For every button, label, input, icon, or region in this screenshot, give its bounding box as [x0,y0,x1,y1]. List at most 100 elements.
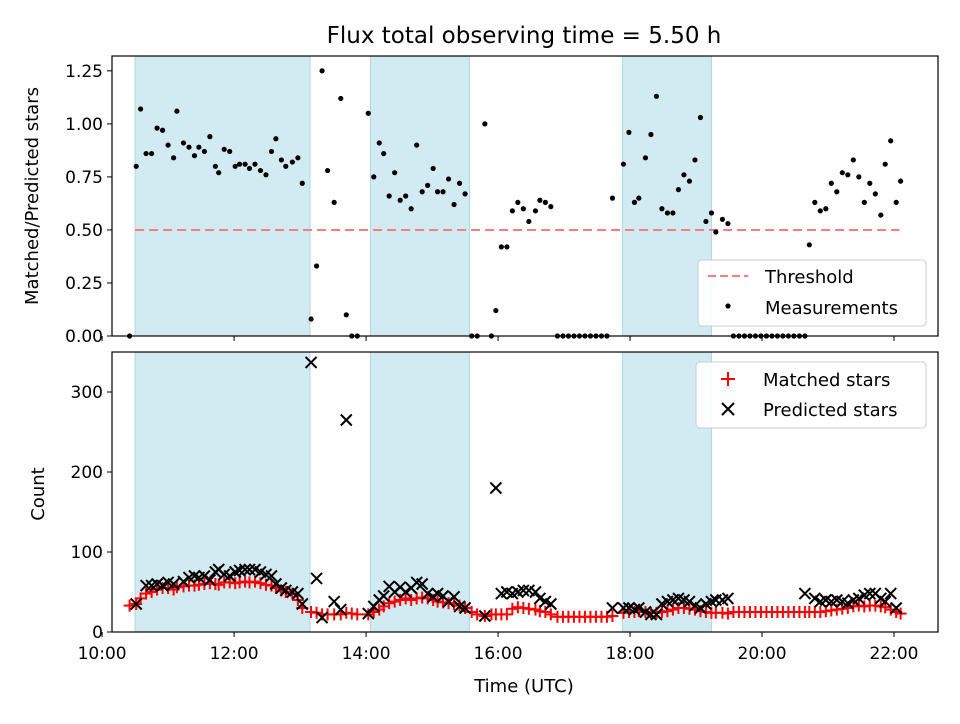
x-tick-label: 14:00 [342,644,391,664]
predicted-star-marker [683,595,696,608]
bottom-y-tick-label: 100 [71,543,103,563]
predicted-star-marker [721,592,735,605]
predicted-star-marker [315,611,329,624]
measurement-point [133,163,139,169]
measurement-point [196,144,202,150]
measurement-point [697,114,704,121]
measurement-point [308,316,314,322]
predicted-star-marker [291,587,305,600]
measurement-point [419,189,425,195]
measurement-point [675,187,682,193]
measurement-point [170,155,177,161]
measurement-point [636,195,642,201]
measurement-point [839,170,845,176]
bottom-legend: Matched stars Predicted stars [695,361,927,429]
measurement-point [371,174,377,180]
measurement-point [692,157,698,163]
predicted-star-marker [529,585,542,599]
measurement-point [386,193,392,199]
measurement-point [713,229,719,235]
measurement-point [653,93,660,99]
measurement-point [319,68,325,74]
measurement-point [338,95,344,102]
measurement-point [148,150,155,157]
measurement-point [642,155,649,161]
measurement-point [537,197,543,203]
measurement-point [434,189,441,195]
measurements-legend-label: Measurements [765,298,898,319]
x-tick-label: 16:00 [474,644,523,664]
matched-legend-marker [721,372,735,386]
measurement-point [236,161,243,167]
predicted-star-marker [544,597,558,611]
measurement-point [154,125,160,131]
measurement-point [872,191,878,197]
measurement-point [246,165,253,172]
predicted-star-marker [340,413,353,427]
predicted-star-marker [517,584,530,597]
x-tick-label: 22:00 [870,644,919,664]
measurement-point [845,172,851,178]
matched-star-marker [506,602,519,615]
measurement-point [403,193,409,199]
measurement-point [542,199,548,205]
bottom-y-tick-label: 300 [71,383,103,403]
measurement-point [498,244,504,250]
top-y-tick-label: 0.50 [65,221,103,241]
measurement-point [191,153,198,159]
predicted-star-marker [644,608,658,621]
predicted-star-marker [223,569,236,583]
matched-star-marker [399,592,412,605]
daylight-shaded-band [369,55,470,337]
x-axis-label: Time (UTC) [473,676,574,697]
measurement-point [493,307,499,314]
daylight-shaded-band [134,55,311,337]
measurement-point [165,142,171,148]
measurement-point [263,172,269,178]
measurement-point [180,140,187,146]
measurement-point [867,180,873,186]
measurement-point [532,208,539,214]
predicted-star-marker [415,577,429,591]
predicted-star-marker [167,577,180,591]
predicted-star-marker [884,587,897,600]
predicted-star-marker [177,575,190,588]
measurement-point [515,199,521,205]
measurement-point [445,176,452,182]
bottom-axes-frame [111,351,939,633]
measurement-point [295,155,301,161]
measurement-point [174,108,180,114]
measurement-point [631,199,638,205]
predicted-star-marker [243,563,256,576]
measurement-point [648,131,654,138]
measurement-point [888,138,894,144]
predicted-star-marker [889,601,903,615]
measurement-point [212,163,218,169]
bottom-panel: 0 100 200 300 10:00 12:00 14:00 16:00 18:00 20:0… [28,351,939,697]
predicted-star-marker [238,563,252,576]
measurement-point [425,182,431,188]
measurement-point [143,150,149,157]
measurement-point [186,144,192,150]
bottom-y-axis-label: Count [28,467,49,520]
measurement-point [207,134,213,140]
measurement-point [806,242,812,248]
measurement-point [313,263,320,269]
measurement-point [817,208,823,214]
measurement-point [201,148,207,155]
x-tick-label: 18:00 [606,644,655,664]
measurement-point [882,161,888,167]
measurement-point [376,140,382,146]
matched-star-marker [471,608,484,621]
measurement-point [252,161,258,167]
measurement-point [242,161,248,167]
matched-star-marker [539,606,552,618]
predicted-star-marker [304,356,318,369]
measurement-point [681,172,687,178]
predicted-star-marker [650,608,663,621]
matched-star-marker [394,594,407,606]
measurement-point [324,167,331,174]
predicted-star-marker [129,597,143,611]
measurement-point [381,150,387,157]
predicted-legend-label: Predicted stars [763,400,897,421]
